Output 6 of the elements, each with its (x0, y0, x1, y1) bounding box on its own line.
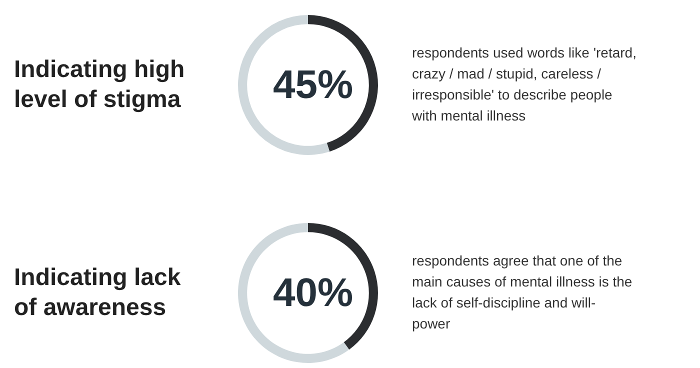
text: Indicating high level of stigma (14, 56, 185, 113)
data-label: 40% (272, 271, 354, 315)
text: respondents agree that one of the main causes of mental illness is the lack of self-discipline and will-power (412, 252, 632, 332)
text: Indicating lack of awareness (14, 264, 182, 321)
text: respondents used words like 'retard, crazy / mad / stupid, careless / irresponsible' to describe people with mental illness (411, 44, 636, 124)
data-label: 45% (272, 63, 354, 107)
